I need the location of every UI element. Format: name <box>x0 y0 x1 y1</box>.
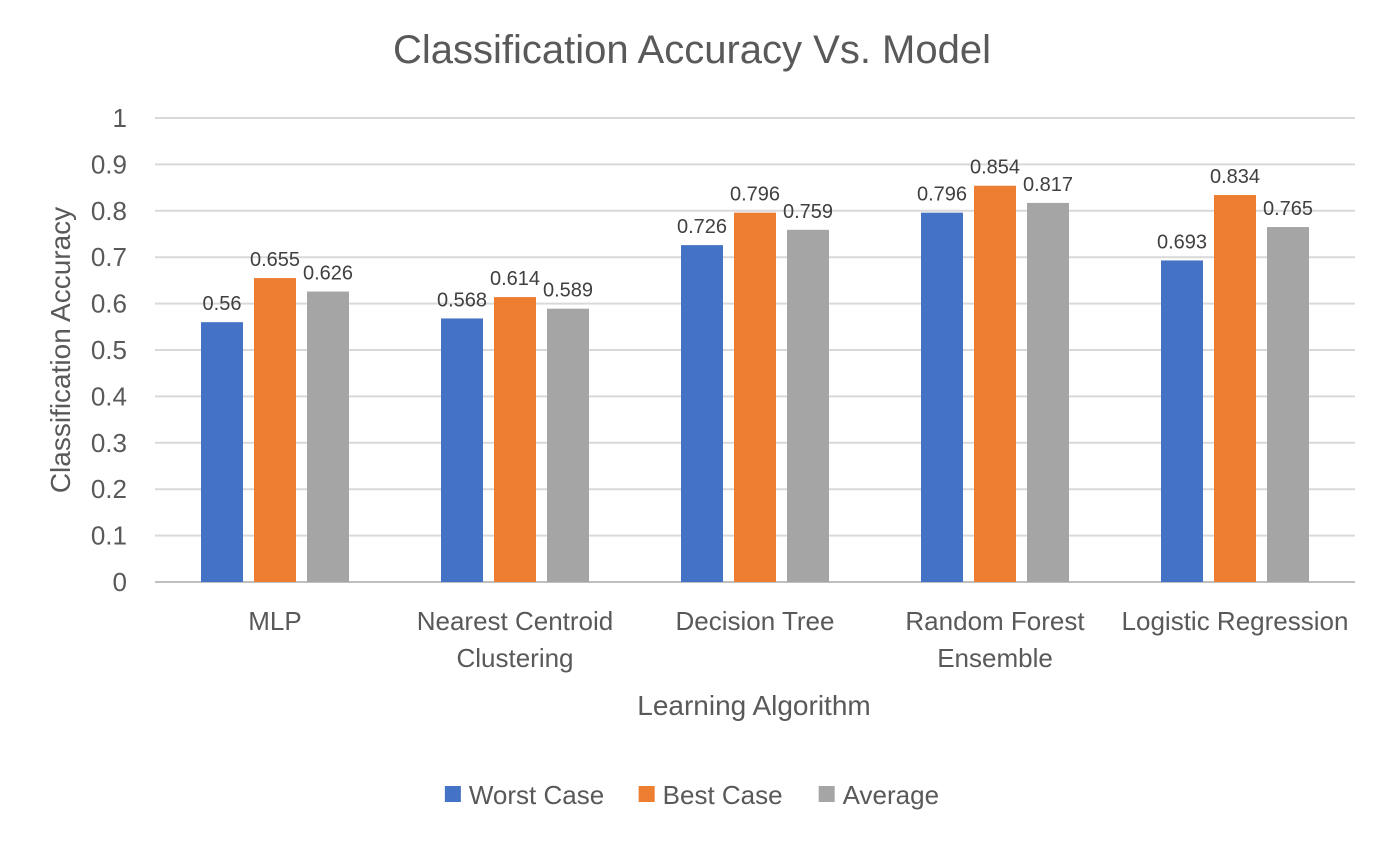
bar-best-case <box>974 185 1016 582</box>
data-label: 0.834 <box>1210 166 1260 188</box>
data-label: 0.796 <box>730 184 780 206</box>
x-tick-label: Random Forest Ensemble <box>905 606 1085 673</box>
y-tick-label: 0.3 <box>91 428 127 458</box>
bar-worst-case <box>201 322 243 582</box>
data-label: 0.854 <box>970 157 1020 179</box>
data-label: 0.655 <box>250 249 300 271</box>
bar-worst-case <box>441 318 483 582</box>
bars <box>201 185 1309 583</box>
y-axis-title: Classification Accuracy <box>45 207 76 493</box>
x-tick-label: Decision Tree <box>676 606 835 636</box>
bar-average <box>307 291 349 582</box>
bar-average <box>787 229 829 582</box>
legend-label: Average <box>843 780 939 810</box>
y-tick-label: 0.6 <box>91 289 127 319</box>
bar-average <box>547 308 589 582</box>
data-label: 0.56 <box>203 293 242 315</box>
y-tick-label: 1 <box>113 103 127 133</box>
legend-item-average: Average <box>818 780 939 810</box>
y-tick-label: 0.7 <box>91 242 127 272</box>
legend-label: Worst Case <box>469 780 604 810</box>
bar-best-case <box>254 278 296 582</box>
data-labels: 0.560.6550.6260.5680.6140.5890.7260.7960… <box>203 157 1314 315</box>
y-tick-label: 0.4 <box>91 381 127 411</box>
y-tick-label: 0 <box>113 567 127 597</box>
bar-best-case <box>1214 195 1256 583</box>
chart-title: Classification Accuracy Vs. Model <box>393 28 991 72</box>
legend-swatch <box>818 786 835 802</box>
axes: 0 0.1 0.2 0.3 0.4 0.5 0.6 0.7 0.8 0.9 1 MLP Nearest … <box>91 103 1349 673</box>
legend-swatch <box>638 786 655 802</box>
bar-best-case <box>734 212 776 582</box>
bar-worst-case <box>921 212 963 582</box>
x-tick-label: MLP <box>248 606 301 636</box>
data-label: 0.796 <box>917 184 967 206</box>
legend-item-worst-case: Worst Case <box>444 780 604 810</box>
data-label: 0.568 <box>437 289 487 311</box>
x-tick-label: Nearest Centroid Clustering <box>417 606 614 673</box>
bar-worst-case <box>1161 260 1203 582</box>
y-tick-label: 0.5 <box>91 335 127 365</box>
bar-worst-case <box>681 245 723 583</box>
data-label: 0.817 <box>1023 174 1073 196</box>
legend-swatch <box>444 786 461 802</box>
data-label: 0.759 <box>783 201 833 223</box>
legend-label: Best Case <box>663 780 783 810</box>
data-label: 0.626 <box>303 263 353 285</box>
y-tick-label: 0.8 <box>91 196 127 226</box>
legend-item-best-case: Best Case <box>638 780 783 810</box>
data-label: 0.693 <box>1157 231 1207 253</box>
data-label: 0.614 <box>490 268 540 290</box>
bar-best-case <box>494 297 536 582</box>
data-label: 0.589 <box>543 280 593 302</box>
y-tick-label: 0.9 <box>91 149 127 179</box>
bar-average <box>1027 202 1069 583</box>
legend: Worst Case Best Case Average <box>444 780 939 810</box>
x-tick-label: Logistic Regression <box>1122 606 1349 636</box>
data-label: 0.765 <box>1263 198 1313 220</box>
bar-average <box>1267 227 1309 583</box>
data-label: 0.726 <box>677 216 727 238</box>
x-axis-title: Learning Algorithm <box>637 690 870 721</box>
y-tick-label: 0.2 <box>91 474 127 504</box>
y-tick-label: 0.1 <box>91 521 127 551</box>
